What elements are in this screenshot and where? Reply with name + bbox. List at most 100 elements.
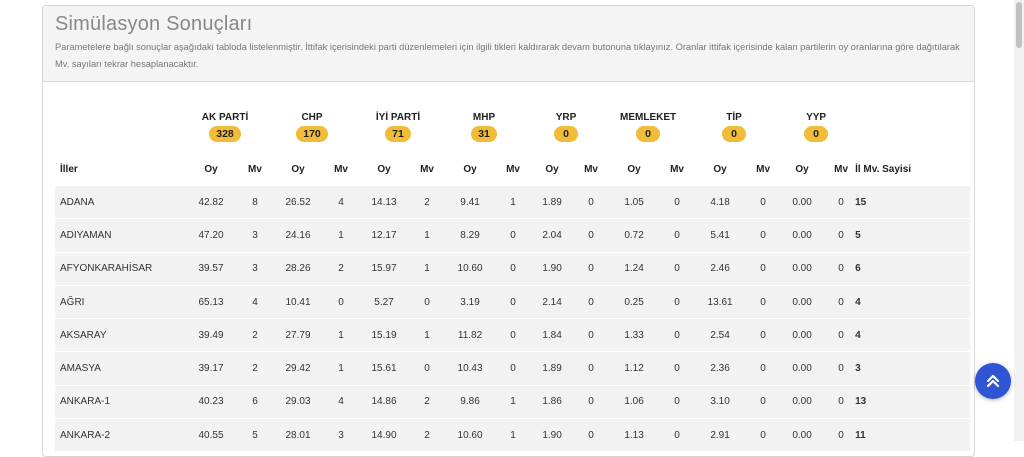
vote-share-cell: 3.19 bbox=[441, 285, 500, 320]
seat-count-cell: 0 bbox=[577, 385, 606, 420]
seat-count-cell: 0 bbox=[577, 252, 606, 286]
seat-count-cell: 3 bbox=[241, 218, 270, 253]
vote-share-cell: 14.86 bbox=[355, 385, 414, 420]
province-total-seats: 15 bbox=[855, 186, 971, 220]
seat-count-cell: 0 bbox=[577, 285, 606, 320]
scrollbar-thumb[interactable] bbox=[1016, 2, 1022, 48]
seat-count-cell: 0 bbox=[827, 218, 856, 253]
seat-count-cell: 0 bbox=[663, 318, 692, 353]
seat-count-cell: 0 bbox=[827, 285, 856, 320]
vote-share-cell: 65.13 bbox=[181, 285, 241, 320]
column-header-mv: Mv bbox=[334, 164, 348, 175]
vote-share-cell: 11.82 bbox=[441, 318, 500, 353]
table-row: AKSARAY 39.49 2 27.79 1 15.19 1 11.82 0 1.84 0 1.33… bbox=[55, 318, 971, 353]
province-total-seats: 4 bbox=[855, 318, 971, 353]
seat-count-cell: 0 bbox=[749, 318, 778, 353]
vote-share-cell: 39.49 bbox=[181, 318, 241, 353]
party-name: YYP bbox=[806, 112, 827, 123]
seat-count-cell: 0 bbox=[577, 186, 606, 220]
column-header-oy: Oy bbox=[545, 164, 559, 175]
province-total-seats: 3 bbox=[855, 351, 971, 386]
column-header-province: İller bbox=[60, 164, 78, 175]
seat-count-badge: 31 bbox=[471, 126, 497, 142]
seat-count-cell: 1 bbox=[499, 186, 528, 220]
province-name: ADIYAMAN bbox=[55, 218, 181, 253]
vote-share-cell: 42.82 bbox=[181, 186, 241, 220]
province-total-seats: 13 bbox=[855, 385, 971, 420]
vote-share-cell: 15.19 bbox=[355, 318, 414, 353]
vote-share-cell: 14.13 bbox=[355, 186, 414, 220]
vote-share-cell: 14.90 bbox=[355, 418, 414, 453]
vote-share-cell: 2.36 bbox=[691, 351, 750, 386]
seat-count-cell: 6 bbox=[241, 385, 270, 420]
seat-count-cell: 0 bbox=[749, 218, 778, 253]
results-table: AK PARTİ CHP İYİ PARTİ MHP YRP MEMLEKET … bbox=[55, 101, 971, 453]
seat-count-cell: 1 bbox=[327, 351, 356, 386]
column-header-oy: Oy bbox=[377, 164, 391, 175]
vote-share-cell: 0.00 bbox=[777, 351, 828, 386]
seat-count-cell: 0 bbox=[663, 351, 692, 386]
column-header-oy: Oy bbox=[795, 164, 809, 175]
scroll-to-top-button[interactable] bbox=[975, 363, 1011, 399]
vote-share-cell: 0.25 bbox=[605, 285, 664, 320]
party-name: CHP bbox=[301, 112, 323, 123]
seat-count-cell: 0 bbox=[663, 186, 692, 220]
seat-count-cell: 0 bbox=[827, 318, 856, 353]
vote-share-cell: 1.90 bbox=[527, 418, 578, 453]
vote-share-cell: 47.20 bbox=[181, 218, 241, 253]
table-row: ADANA 42.82 8 26.52 4 14.13 2 9.41 1 1.89 0 1.05 0 4.… bbox=[55, 186, 971, 220]
table-row: ADIYAMAN 47.20 3 24.16 1 12.17 1 8.29 0 2.04 0 0.72… bbox=[55, 218, 971, 253]
seat-count-badge: 0 bbox=[804, 126, 829, 142]
seat-count-cell: 2 bbox=[241, 318, 270, 353]
vote-share-cell: 10.60 bbox=[441, 252, 500, 286]
seat-count-cell: 3 bbox=[241, 252, 270, 286]
seat-count-cell: 2 bbox=[327, 252, 356, 286]
seat-count-cell: 2 bbox=[413, 418, 442, 453]
vote-share-cell: 0.00 bbox=[777, 218, 828, 253]
vote-share-cell: 29.42 bbox=[269, 351, 328, 386]
party-name: MHP bbox=[472, 112, 496, 123]
seat-count-cell: 1 bbox=[327, 318, 356, 353]
seat-count-cell: 0 bbox=[827, 351, 856, 386]
seat-count-cell: 0 bbox=[577, 218, 606, 253]
column-header-oy: Oy bbox=[291, 164, 305, 175]
seat-count-cell: 0 bbox=[499, 318, 528, 353]
province-name: AKSARAY bbox=[55, 318, 181, 353]
vote-share-cell: 39.17 bbox=[181, 351, 241, 386]
seat-count-cell: 4 bbox=[327, 385, 356, 420]
vote-share-cell: 9.86 bbox=[441, 385, 500, 420]
vote-share-cell: 40.23 bbox=[181, 385, 241, 420]
vote-share-cell: 0.00 bbox=[777, 385, 828, 420]
seat-count-badge: 0 bbox=[636, 126, 661, 142]
column-header-mv: Mv bbox=[506, 164, 520, 175]
province-name: ANKARA-1 bbox=[55, 385, 181, 420]
party-name: TİP bbox=[726, 112, 742, 123]
vote-share-cell: 1.89 bbox=[527, 186, 578, 220]
seat-count-cell: 0 bbox=[499, 285, 528, 320]
page-scrollbar[interactable] bbox=[1014, 0, 1024, 441]
vote-share-cell: 10.60 bbox=[441, 418, 500, 453]
seat-count-cell: 0 bbox=[499, 218, 528, 253]
seat-count-cell: 0 bbox=[749, 252, 778, 286]
seat-count-badge: 0 bbox=[722, 126, 747, 142]
column-header-total: İl Mv. Sayisi bbox=[855, 164, 912, 175]
seat-count-cell: 1 bbox=[413, 252, 442, 286]
vote-share-cell: 29.03 bbox=[269, 385, 328, 420]
table-row: AĞRI 65.13 4 10.41 0 5.27 0 3.19 0 2.14 0 0.25 0 13.6… bbox=[55, 285, 971, 320]
vote-share-cell: 0.00 bbox=[777, 186, 828, 220]
vote-share-cell: 26.52 bbox=[269, 186, 328, 220]
seat-count-cell: 0 bbox=[749, 385, 778, 420]
vote-share-cell: 28.01 bbox=[269, 418, 328, 453]
seat-count-cell: 0 bbox=[749, 285, 778, 320]
vote-share-cell: 2.04 bbox=[527, 218, 578, 253]
seat-count-badge: 71 bbox=[385, 126, 411, 142]
page-description: Parametelere bağlı sonuçlar aşağıdaki ta… bbox=[55, 42, 960, 69]
table-row: ANKARA-2 40.55 5 28.01 3 14.90 2 10.60 1 1.90 0 1.1… bbox=[55, 418, 971, 453]
column-header-mv: Mv bbox=[584, 164, 598, 175]
seat-count-cell: 0 bbox=[413, 351, 442, 386]
seat-count-cell: 4 bbox=[241, 285, 270, 320]
vote-share-cell: 4.18 bbox=[691, 186, 750, 220]
vote-share-cell: 1.33 bbox=[605, 318, 664, 353]
table-row: AFYONKARAHİSAR 39.57 3 28.26 2 15.97 1 10.60 0 1.… bbox=[55, 252, 971, 286]
vote-share-cell: 15.61 bbox=[355, 351, 414, 386]
